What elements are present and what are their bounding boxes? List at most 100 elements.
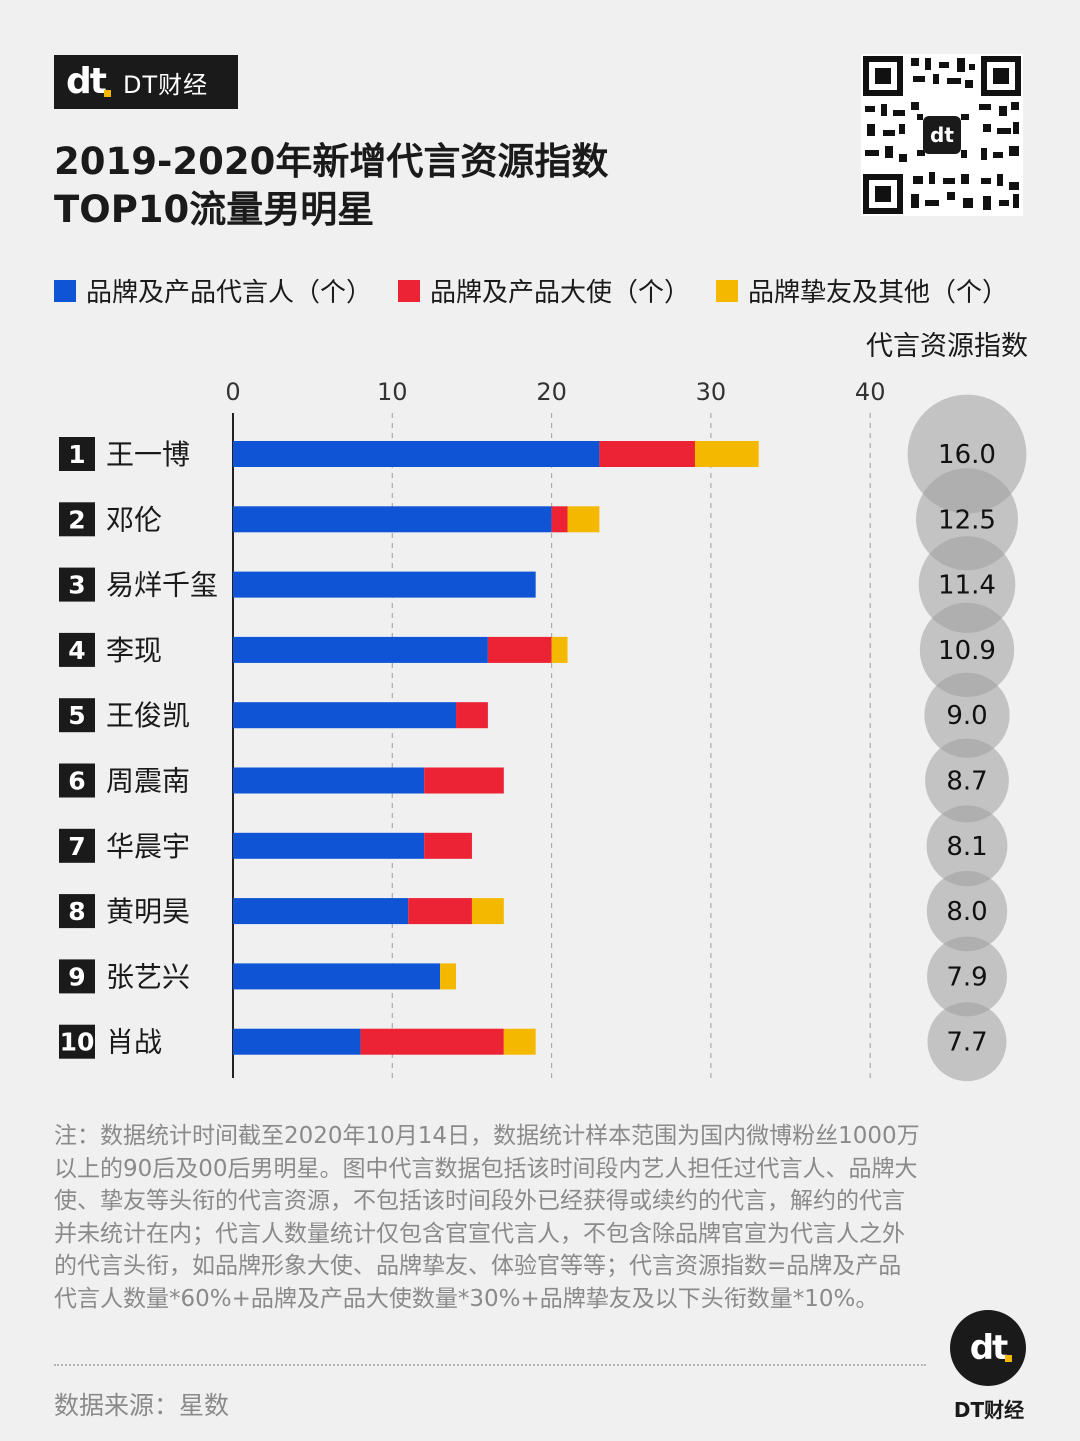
chart-title: 2019-2020年新增代言资源指数 TOP10流量男明星 [54,138,608,234]
bar-segment-ambassador [487,636,552,663]
x-tick-label: 10 [377,378,408,406]
brand-logo-icon: dt [66,64,111,100]
rank-badge [59,959,95,994]
legend-label-ambassador: 品牌及产品大使（个） [430,278,691,308]
legend-label-spokesperson: 品牌及产品代言人（个） [86,278,373,308]
rank-badge [59,632,95,667]
stacked-bar-chart: 0 10 20 30 40 1 王一博 16.0 2 邓伦 12.5 3 易烊千玺 11.4 4 李现 10.9… [59,378,1027,1082]
rank-badge [59,763,95,798]
index-bubble [918,536,1016,633]
category-label: 黄明昊 [106,895,190,928]
svg-text:dt: dt [930,123,954,147]
legend: 品牌及产品代言人（个） 品牌及产品大使（个） 品牌挚友及其他（个） [54,272,1034,309]
index-value-label: 8.0 [946,897,987,927]
title-line-2: TOP10流量男明星 [54,188,375,231]
index-value-label: 7.9 [946,962,987,992]
index-value-label: 12.5 [938,505,996,535]
index-column-header: 代言资源指数 [866,331,1028,362]
footer-brand-name: DT财经 [953,1398,1025,1422]
rank-label: 3 [68,571,85,600]
bar-segment-ambassador [424,832,472,859]
data-source: 数据来源：星数 [54,1391,230,1420]
title-line-1: 2019-2020年新增代言资源指数 [54,140,609,183]
category-label: 李现 [106,634,162,667]
category-label: 易烊千玺 [106,569,218,602]
bar-segment-spokesperson [233,636,488,663]
index-bubble [925,738,1009,823]
bar-segment-spokesperson [233,898,409,925]
index-bubble [927,1002,1007,1082]
qr-code-icon: dt [861,54,1023,216]
bar-segment-spokesperson [233,702,457,729]
bar-segment-ambassador [408,898,472,925]
index-value-label: 10.9 [938,636,996,666]
index-bubble [926,870,1008,952]
bar-segment-spokesperson [233,963,441,990]
legend-item-spokesperson: 品牌及产品代言人（个） [54,272,372,309]
category-label: 周震南 [106,765,190,798]
category-label: 华晨宇 [106,830,190,863]
bar-segment-spokesperson [233,1028,361,1055]
bar-segment-friend [551,636,568,663]
legend-label-friend: 品牌挚友及其他（个） [748,278,1009,308]
legend-item-friend: 品牌挚友及其他（个） [716,272,1008,309]
x-tick-label: 30 [696,378,727,406]
category-label: 邓伦 [106,503,162,536]
index-bubble [924,672,1010,758]
index-value-label: 11.4 [938,571,996,601]
bar-segment-ambassador [360,1028,504,1055]
rank-label: 9 [68,962,85,991]
bar-segment-spokesperson [233,571,536,598]
index-value-label: 8.7 [946,767,987,797]
bar-segment-ambassador [424,767,504,794]
rank-badge [59,567,95,602]
legend-swatch-red [398,279,421,302]
rank-badge [59,1024,95,1059]
rank-label: 8 [68,897,85,926]
index-bubble [926,805,1008,887]
legend-swatch-yellow [716,279,739,302]
rank-label: 2 [68,505,85,534]
index-value-label: 8.1 [946,832,987,862]
bar-segment-friend [694,441,759,467]
category-label: 王俊凯 [106,699,190,732]
rank-badge [59,894,95,929]
x-tick-label: 0 [225,378,240,406]
bar-segment-ambassador [599,441,695,467]
rank-badge [59,698,95,733]
rank-badge [59,828,95,863]
rank-label: 7 [68,832,85,861]
rank-label: 10 [60,1028,95,1057]
rank-badge [59,502,95,537]
footnote: 注：数据统计时间截至2020年10月14日，数据统计样本范围为国内微博粉丝100… [54,1123,920,1312]
category-label: 张艺兴 [106,960,190,993]
rank-badge [59,437,95,471]
category-label: 王一博 [106,438,190,471]
bar-segment-spokesperson [233,767,425,794]
bar-segment-friend [440,963,457,990]
bar-segment-friend [471,898,504,925]
index-value-label: 9.0 [946,701,987,731]
bar-segment-friend [503,1028,536,1055]
legend-swatch-blue [54,279,76,302]
footer-logo-icon: dt [950,1310,1026,1386]
rank-label: 1 [68,440,85,469]
category-label: 肖战 [106,1026,162,1059]
divider [54,1364,926,1366]
index-value-label: 16.0 [938,440,996,470]
bar-segment-spokesperson [233,506,552,533]
index-value-label: 7.7 [946,1028,987,1058]
rank-label: 6 [68,767,85,796]
legend-item-ambassador: 品牌及产品大使（个） [398,272,690,309]
index-bubble [927,936,1007,1017]
bar-segment-ambassador [551,506,568,533]
bar-segment-friend [567,506,600,533]
x-tick-label: 40 [855,378,886,406]
index-bubble [919,602,1015,698]
brand-badge: dt DT财经 [54,55,238,109]
x-tick-label: 20 [536,378,567,406]
bar-segment-spokesperson [233,832,425,859]
brand-name: DT财经 [122,70,209,99]
rank-label: 5 [68,701,85,730]
bar-segment-ambassador [456,702,488,729]
